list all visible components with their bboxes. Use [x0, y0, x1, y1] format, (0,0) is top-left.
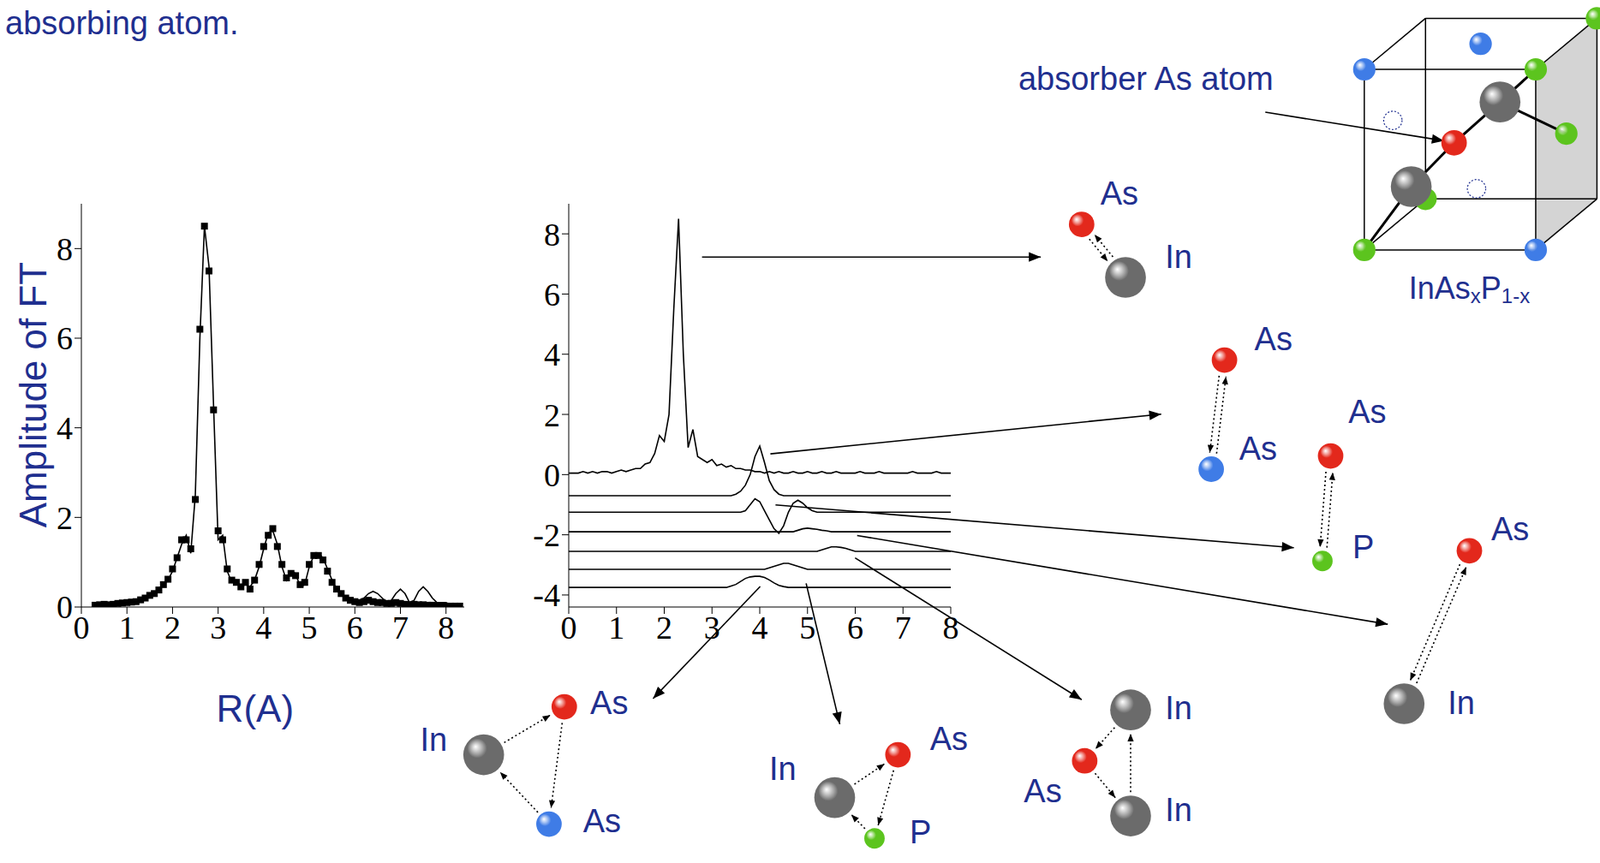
svg-text:As: As: [1348, 394, 1386, 430]
svg-text:P: P: [909, 814, 932, 851]
svg-text:As: As: [1100, 175, 1139, 212]
svg-text:7: 7: [392, 609, 409, 646]
svg-text:6: 6: [543, 276, 561, 313]
svg-text:R(A): R(A): [216, 687, 294, 730]
svg-text:8: 8: [543, 216, 561, 253]
svg-text:4: 4: [255, 609, 272, 646]
svg-text:0: 0: [73, 609, 90, 646]
svg-text:6: 6: [56, 320, 73, 357]
svg-text:6: 6: [346, 609, 364, 646]
svg-text:8: 8: [437, 609, 454, 646]
svg-text:As: As: [583, 803, 621, 840]
svg-text:P: P: [1352, 529, 1374, 566]
svg-text:0: 0: [543, 457, 561, 494]
svg-text:As: As: [1023, 773, 1062, 810]
svg-text:2: 2: [543, 397, 561, 434]
svg-text:InAsxP1-x: InAsxP1-x: [1408, 269, 1530, 307]
svg-text:As: As: [930, 721, 968, 758]
svg-text:As: As: [590, 685, 628, 722]
svg-text:4: 4: [56, 410, 73, 447]
svg-text:In: In: [1164, 238, 1193, 275]
svg-text:1: 1: [608, 609, 625, 646]
svg-text:As: As: [1239, 430, 1278, 467]
svg-text:In: In: [1164, 690, 1193, 727]
svg-text:1: 1: [119, 609, 136, 646]
svg-text:6: 6: [847, 609, 864, 646]
svg-text:In: In: [1447, 685, 1475, 722]
svg-text:2: 2: [656, 609, 673, 646]
svg-text:absorber As atom: absorber As atom: [1018, 60, 1274, 97]
svg-text:As: As: [1491, 511, 1529, 548]
svg-text:2: 2: [164, 609, 181, 646]
svg-text:8: 8: [943, 609, 960, 646]
svg-text:0: 0: [56, 589, 73, 626]
svg-text:As: As: [1254, 321, 1293, 358]
svg-text:Amplitude of FT: Amplitude of FT: [11, 262, 54, 529]
svg-text:3: 3: [209, 609, 227, 646]
svg-text:8: 8: [56, 231, 73, 268]
svg-text:5: 5: [301, 609, 318, 646]
svg-text:-4: -4: [532, 577, 561, 614]
svg-text:4: 4: [752, 609, 769, 646]
svg-text:7: 7: [895, 609, 912, 646]
svg-text:absorbing atom.: absorbing atom.: [5, 5, 239, 42]
svg-text:In: In: [419, 722, 448, 759]
svg-text:2: 2: [56, 500, 73, 537]
svg-text:3: 3: [704, 609, 721, 646]
svg-text:In: In: [1164, 792, 1193, 829]
svg-text:-2: -2: [532, 517, 561, 554]
svg-text:0: 0: [561, 609, 578, 646]
svg-text:5: 5: [799, 609, 816, 646]
svg-text:4: 4: [543, 336, 561, 373]
svg-text:In: In: [769, 751, 797, 788]
